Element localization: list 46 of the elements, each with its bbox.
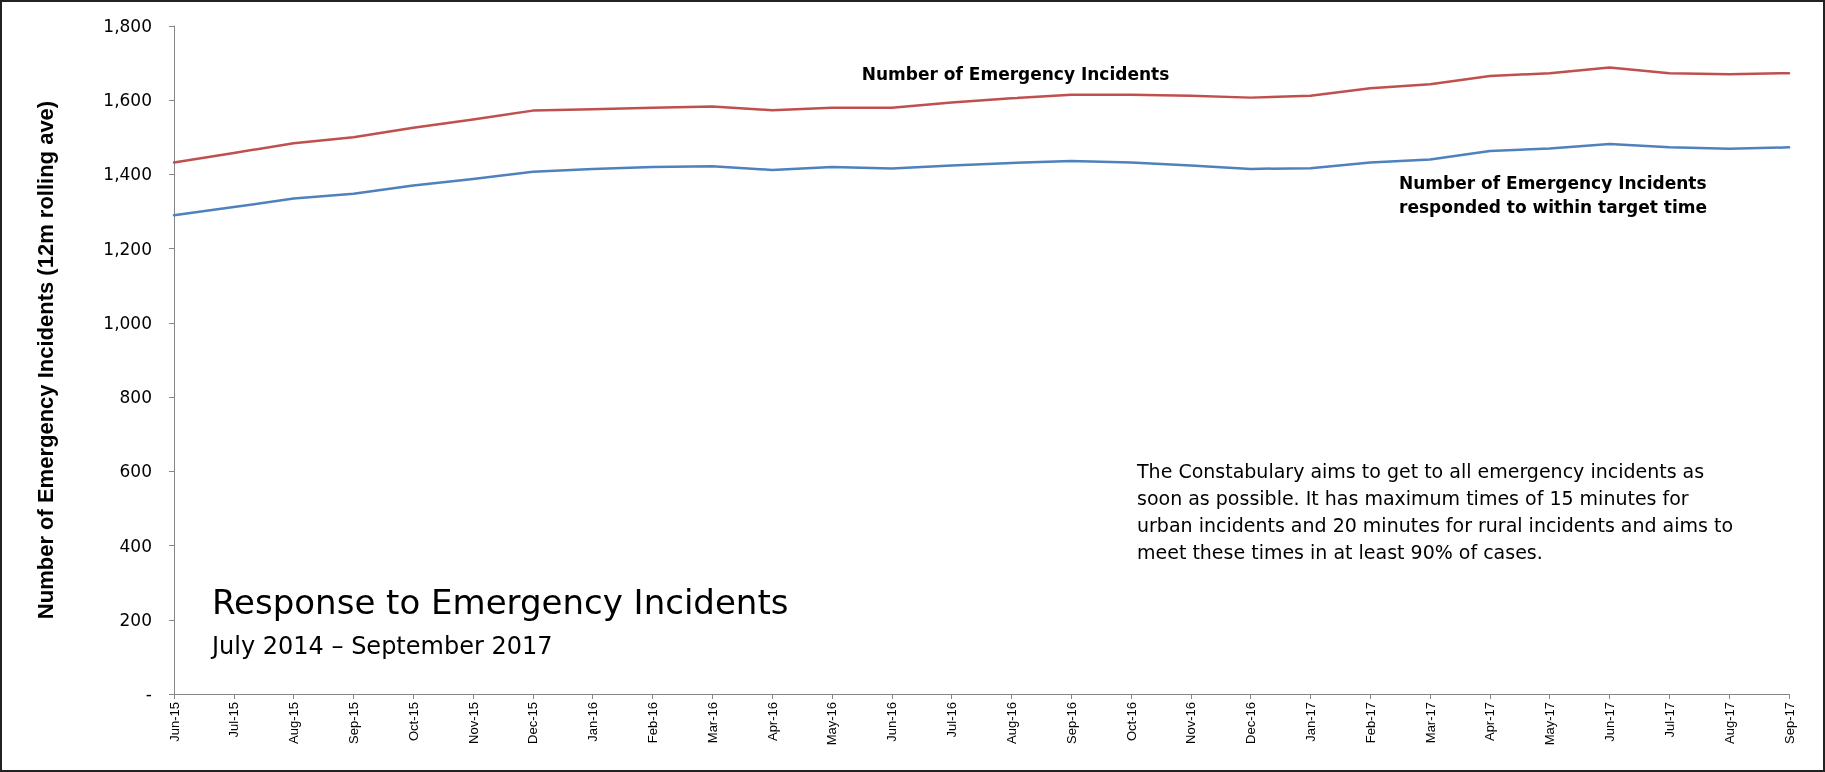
x-tick-label: Jan-16 (585, 702, 601, 742)
x-tick-label: Jun-17 (1602, 702, 1618, 742)
y-tick-label: 200 (119, 609, 152, 630)
x-tick-label: Jun-16 (884, 702, 900, 742)
text: Response to Emergency Incidents (212, 582, 789, 622)
y-tick-label: 1,000 (103, 312, 152, 333)
series-label: Number of Emergency Incidents (861, 63, 1170, 84)
x-tick-label: Oct-15 (405, 702, 421, 742)
x-tick-label: Jul-16 (944, 702, 960, 738)
y-tick-label: 1,600 (103, 90, 152, 111)
annotation: The Constabulary aims to get to all emergency incidents as soon as possible. It has maximum times of 15 minutes for urban incidents and 20 minutes for rural incidents and aims to meet these times in at least 90% of cases. (1136, 459, 1740, 563)
x-tick-label: Jul-15 (226, 702, 242, 738)
x-tick-label: Jan-17 (1302, 702, 1318, 742)
x-tick-label: Sep-15 (345, 702, 361, 744)
y-tick-label: 1,400 (103, 164, 152, 185)
x-tick-label: Apr-16 (764, 702, 780, 742)
y-axis-title: Number of Emergency Incidents (12m rolling ave) (32, 100, 58, 620)
y-tick-label: 600 (119, 461, 152, 482)
x-tick-label: Aug-17 (1721, 702, 1737, 744)
text: July 2014 – September 2017 (210, 632, 553, 660)
y-tick-label: 800 (119, 387, 152, 408)
x-tick-label: May-16 (824, 702, 840, 746)
series-label: Number of Emergency Incidents responded to within target time (1399, 173, 1708, 218)
line-series (172, 142, 1791, 217)
x-tick-label: Mar-16 (704, 702, 720, 744)
x-tick-label: Sep-17 (1781, 702, 1797, 744)
x-tick-label: Aug-15 (286, 702, 302, 744)
y-tick-label: - (145, 684, 152, 704)
x-tick-label: Dec-16 (1243, 702, 1259, 744)
y-tick-label: 400 (119, 535, 152, 556)
x-tick-label: Apr-17 (1482, 702, 1498, 742)
line-series (172, 66, 1791, 164)
x-tick-label: Jul-17 (1661, 702, 1677, 738)
y-tick-label: 1,200 (103, 238, 152, 259)
x-tick-label: Dec-15 (525, 702, 541, 744)
x-tick-label: Sep-16 (1063, 702, 1079, 744)
x-tick-label: Feb-17 (1362, 702, 1378, 744)
x-tick-label: Nov-15 (465, 702, 481, 744)
x-tick-label: Oct-16 (1123, 702, 1139, 742)
y-tick-label: 1,800 (103, 16, 152, 36)
x-tick-label: Aug-16 (1003, 702, 1019, 744)
x-tick-label: Feb-16 (645, 702, 661, 744)
x-tick-label: Mar-17 (1422, 702, 1438, 744)
x-tick-label: Jun-15 (166, 702, 182, 742)
x-tick-label: Nov-16 (1183, 702, 1199, 744)
x-tick-label: May-17 (1542, 702, 1558, 746)
